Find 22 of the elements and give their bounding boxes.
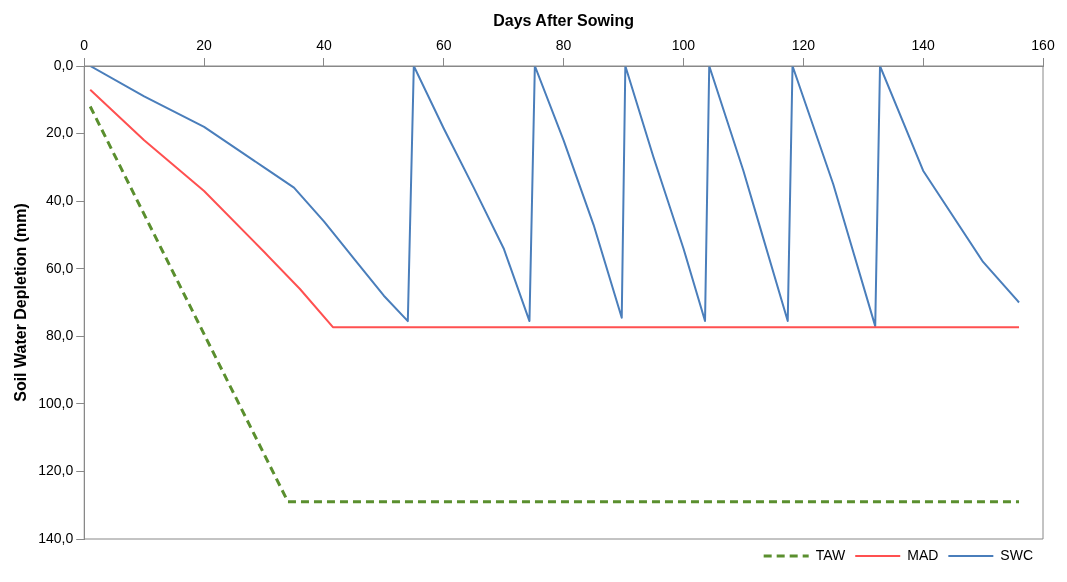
legend-label: MAD	[907, 546, 939, 563]
x-tick-label: 40	[316, 37, 332, 54]
y-tick-label: 0,0	[53, 56, 74, 73]
x-axis-title: Days After Sowing	[493, 12, 634, 30]
legend-label: SWC	[1000, 546, 1034, 563]
y-tick-label: 100,0	[38, 394, 74, 411]
x-tick-label: 160	[1031, 37, 1055, 54]
x-tick-label: 20	[196, 37, 213, 54]
y-axis-title: Soil Water Depletion (mm)	[12, 203, 30, 402]
y-tick-label: 140,0	[38, 529, 74, 546]
y-tick-label: 120,0	[38, 462, 74, 479]
y-tick-label: 80,0	[45, 327, 74, 344]
y-tick-label: 20,0	[45, 124, 74, 141]
x-tick-label: 100	[671, 37, 696, 54]
x-tick-label: 140	[911, 37, 936, 54]
x-tick-label: 80	[555, 37, 572, 54]
x-tick-label: 120	[791, 37, 816, 54]
legend-label: TAW	[815, 546, 847, 563]
x-tick-label: 60	[435, 37, 452, 54]
y-tick-label: 40,0	[45, 192, 74, 208]
x-tick-label: 0	[80, 37, 89, 54]
y-tick-label: 60,0	[45, 259, 74, 276]
